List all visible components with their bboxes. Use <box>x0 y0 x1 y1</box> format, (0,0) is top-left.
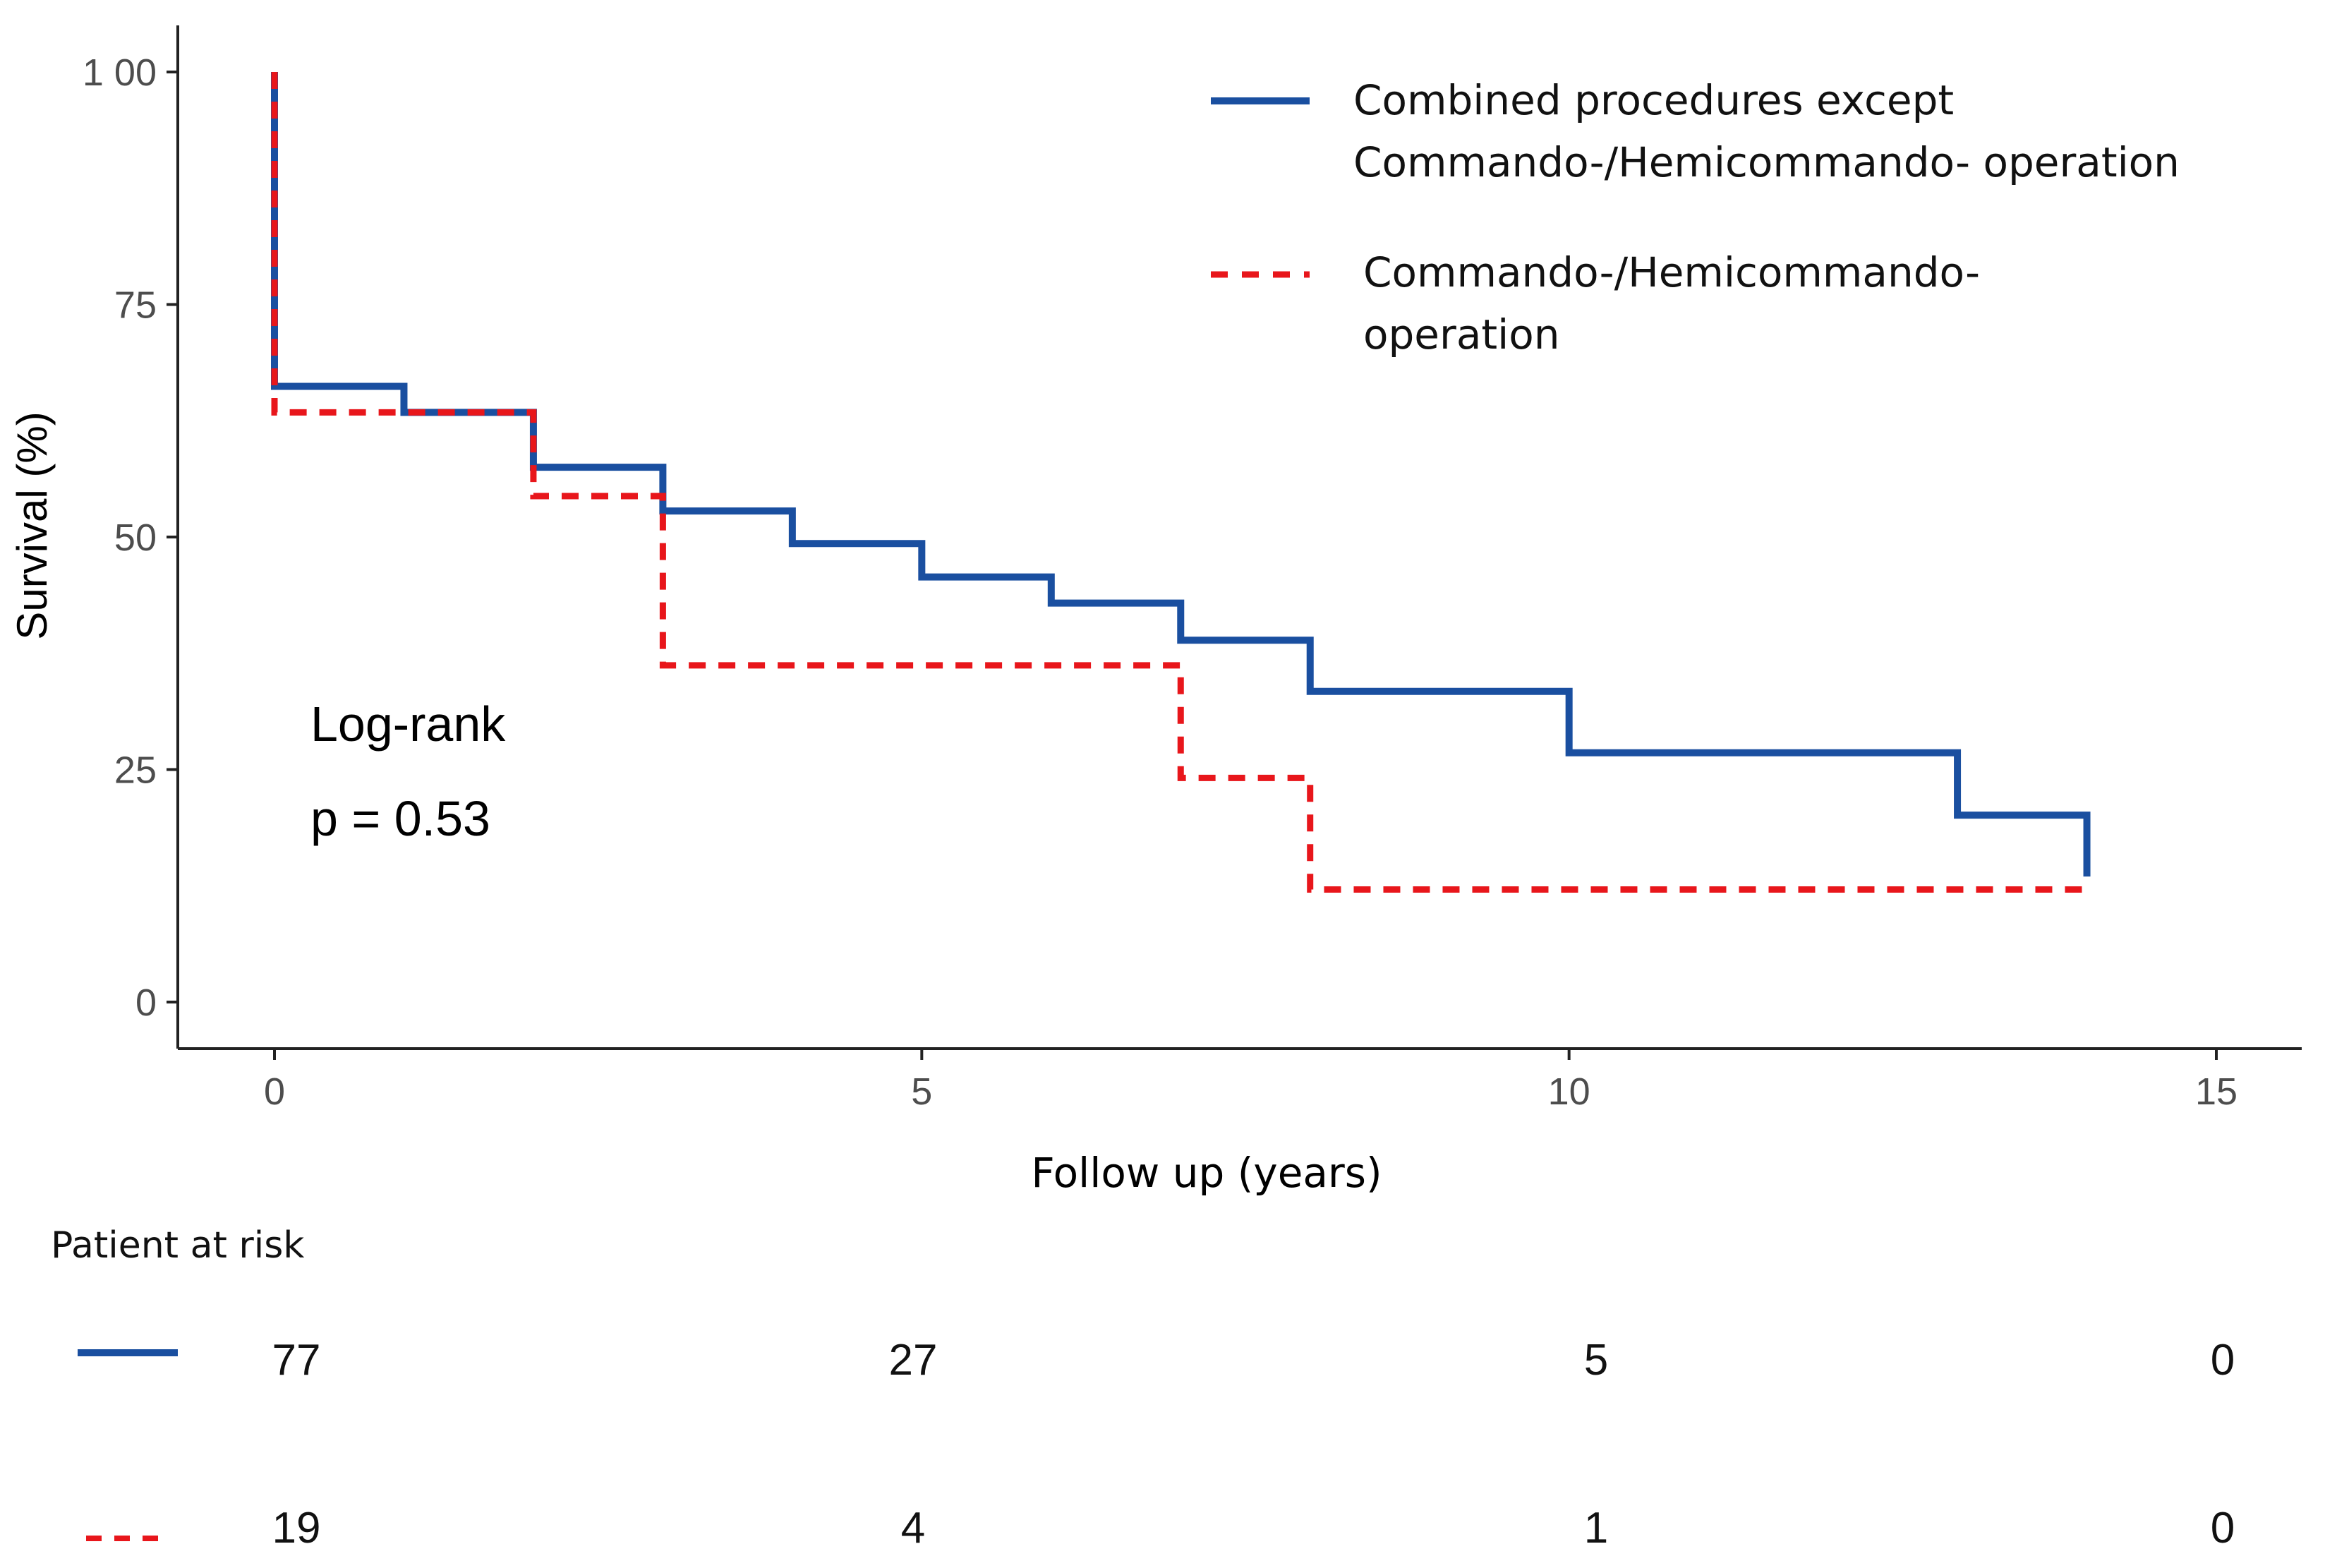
risk-value-row-2: 4 <box>901 1504 925 1552</box>
legend-label-series-1-line-2: Commando-/Hemicommando- operation <box>1353 138 2180 186</box>
y-tick-label: 0 <box>135 982 157 1024</box>
y-tick-label: 25 <box>114 749 157 792</box>
risk-table-values: 77 27 5 0 19 4 1 0 <box>272 1336 2235 1552</box>
risk-value-row-1: 77 <box>272 1336 321 1385</box>
y-tick-label: 50 <box>114 517 157 559</box>
legend-label-series-2-line-2: operation <box>1363 310 1559 358</box>
x-axis-ticks: 0 5 10 15 <box>264 1049 2238 1113</box>
x-axis-title: Follow up (years) <box>1031 1149 1382 1197</box>
y-axis-title: Survival (%) <box>8 411 56 639</box>
y-tick-label: 75 <box>114 284 157 327</box>
survival-curve-commando-operation <box>271 72 2087 893</box>
x-tick-label: 0 <box>264 1071 285 1113</box>
y-axis-ticks: 0 25 50 75 1 00 <box>83 52 178 1024</box>
p-value-label: p = 0.53 <box>310 791 490 846</box>
risk-value-row-1: 5 <box>1584 1336 1608 1385</box>
risk-table-title: Patient at risk <box>51 1224 304 1267</box>
risk-value-row-1: 0 <box>2211 1336 2235 1385</box>
survival-curve-combined-procedures <box>271 72 2091 877</box>
y-tick-label: 1 00 <box>83 52 157 94</box>
survival-curves <box>271 72 2091 893</box>
risk-value-row-2: 1 <box>1584 1504 1608 1552</box>
risk-value-row-2: 19 <box>272 1504 321 1552</box>
legend-label-series-1-line-1: Combined procedures except <box>1353 76 1954 124</box>
risk-value-row-2: 0 <box>2211 1504 2235 1552</box>
x-tick-label: 15 <box>2195 1071 2238 1113</box>
risk-value-row-1: 27 <box>889 1336 938 1385</box>
x-tick-label: 5 <box>911 1071 932 1113</box>
legend: Combined procedures except Commando-/Hem… <box>1211 76 2180 358</box>
x-tick-label: 10 <box>1548 1071 1590 1113</box>
log-rank-label: Log-rank <box>310 696 506 752</box>
legend-label-series-2-line-1: Commando-/Hemicommando- <box>1363 248 1980 296</box>
